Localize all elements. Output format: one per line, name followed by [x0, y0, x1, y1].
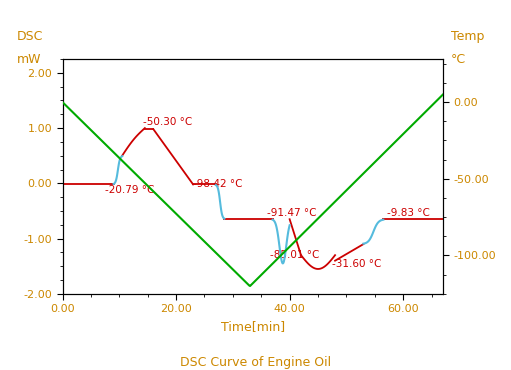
Text: mW: mW	[17, 53, 41, 66]
Text: DSC Curve of Engine Oil: DSC Curve of Engine Oil	[180, 356, 331, 369]
Text: -98.42 °C: -98.42 °C	[193, 179, 243, 189]
Text: Temp: Temp	[451, 30, 484, 43]
Text: DSC: DSC	[17, 30, 43, 43]
Text: -91.47 °C: -91.47 °C	[267, 208, 316, 219]
Text: -85.01 °C: -85.01 °C	[270, 250, 319, 260]
X-axis label: Time[min]: Time[min]	[221, 320, 285, 333]
Text: -31.60 °C: -31.60 °C	[332, 259, 382, 269]
Text: -20.79 °C: -20.79 °C	[105, 185, 154, 195]
Text: °C: °C	[451, 53, 466, 66]
Text: -50.30 °C: -50.30 °C	[143, 117, 193, 127]
Text: -9.83 °C: -9.83 °C	[387, 208, 430, 219]
